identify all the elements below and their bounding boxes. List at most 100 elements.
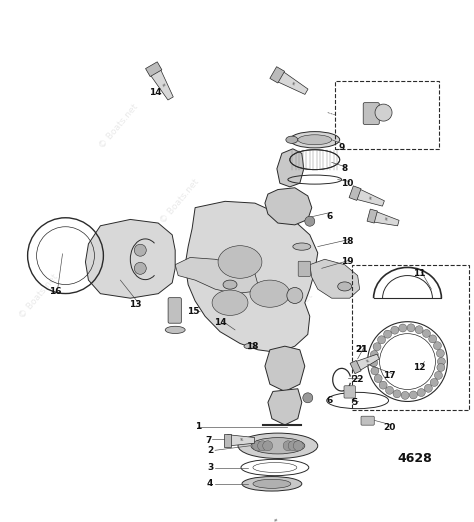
FancyBboxPatch shape (298, 261, 310, 276)
Circle shape (373, 343, 381, 351)
Text: 1: 1 (195, 422, 201, 431)
Circle shape (391, 326, 399, 334)
Ellipse shape (290, 132, 340, 148)
Circle shape (253, 441, 263, 451)
Text: © Boats.net: © Boats.net (98, 102, 140, 150)
Circle shape (375, 104, 392, 121)
Ellipse shape (251, 437, 305, 454)
Ellipse shape (286, 136, 298, 144)
Text: 9: 9 (338, 143, 345, 151)
FancyBboxPatch shape (361, 416, 374, 425)
Text: 14: 14 (149, 88, 162, 97)
Text: 6: 6 (327, 212, 333, 221)
Polygon shape (224, 434, 231, 447)
Ellipse shape (293, 243, 311, 250)
FancyBboxPatch shape (363, 103, 379, 124)
Text: 95: 95 (384, 217, 389, 222)
Circle shape (399, 324, 407, 332)
Ellipse shape (253, 479, 291, 489)
Circle shape (385, 386, 393, 394)
Circle shape (417, 388, 425, 397)
Text: 18: 18 (246, 342, 258, 351)
Text: © Boats.net: © Boats.net (159, 177, 201, 226)
Polygon shape (349, 186, 361, 200)
Text: 16: 16 (49, 288, 62, 296)
FancyBboxPatch shape (168, 298, 182, 323)
Text: 3: 3 (207, 463, 213, 472)
Polygon shape (146, 62, 162, 77)
Text: 14: 14 (214, 318, 227, 327)
Circle shape (370, 351, 378, 359)
Text: 95: 95 (160, 82, 166, 88)
Circle shape (430, 378, 438, 386)
Circle shape (287, 288, 303, 303)
Text: 18: 18 (341, 236, 354, 246)
Text: 4628: 4628 (397, 452, 432, 465)
Circle shape (437, 349, 445, 358)
Ellipse shape (165, 326, 185, 334)
Text: © Boats.net: © Boats.net (273, 291, 315, 339)
Polygon shape (265, 188, 312, 225)
Circle shape (393, 390, 401, 398)
Circle shape (293, 441, 303, 451)
Circle shape (438, 358, 446, 365)
Text: 6: 6 (327, 396, 333, 405)
Circle shape (428, 335, 437, 343)
Polygon shape (310, 259, 360, 298)
Text: 21: 21 (356, 346, 368, 354)
Circle shape (374, 375, 382, 383)
Text: 12: 12 (413, 363, 426, 372)
Text: 7: 7 (205, 436, 211, 445)
Polygon shape (270, 67, 284, 83)
Polygon shape (228, 435, 255, 446)
Ellipse shape (212, 290, 248, 315)
Circle shape (370, 359, 378, 367)
Circle shape (435, 371, 442, 379)
Polygon shape (371, 210, 399, 226)
Ellipse shape (298, 135, 332, 145)
Ellipse shape (337, 282, 352, 291)
Ellipse shape (238, 433, 318, 458)
Ellipse shape (250, 280, 290, 307)
Ellipse shape (218, 246, 262, 278)
Circle shape (283, 441, 293, 451)
FancyBboxPatch shape (344, 386, 356, 398)
Text: 15: 15 (187, 307, 200, 316)
Text: 11: 11 (413, 269, 426, 278)
Polygon shape (85, 219, 175, 298)
Polygon shape (264, 499, 279, 509)
Polygon shape (367, 209, 377, 223)
Circle shape (257, 441, 267, 451)
Circle shape (433, 342, 441, 350)
Circle shape (134, 263, 146, 274)
Circle shape (305, 216, 315, 226)
Circle shape (288, 441, 298, 451)
Text: 95: 95 (272, 518, 277, 522)
Text: 21: 21 (356, 346, 368, 354)
Circle shape (134, 244, 146, 256)
Text: 95: 95 (368, 196, 374, 201)
Circle shape (378, 336, 385, 344)
Ellipse shape (223, 280, 237, 289)
Text: 5: 5 (352, 398, 358, 407)
Circle shape (407, 324, 415, 332)
Text: 22: 22 (351, 375, 364, 384)
Text: 17: 17 (383, 371, 396, 379)
Text: 19: 19 (341, 257, 354, 267)
Circle shape (379, 381, 387, 389)
Circle shape (422, 329, 430, 337)
Polygon shape (274, 69, 308, 94)
Polygon shape (268, 389, 302, 425)
Text: 10: 10 (341, 179, 354, 188)
Text: 20: 20 (383, 423, 396, 432)
Polygon shape (277, 149, 304, 187)
Circle shape (383, 330, 392, 338)
Ellipse shape (242, 477, 302, 491)
Polygon shape (354, 354, 379, 372)
Text: © Boats.net: © Boats.net (18, 272, 60, 320)
Text: 95: 95 (240, 438, 245, 442)
Text: 95: 95 (365, 359, 371, 364)
Circle shape (410, 391, 418, 399)
Polygon shape (148, 66, 173, 100)
Polygon shape (350, 361, 361, 374)
